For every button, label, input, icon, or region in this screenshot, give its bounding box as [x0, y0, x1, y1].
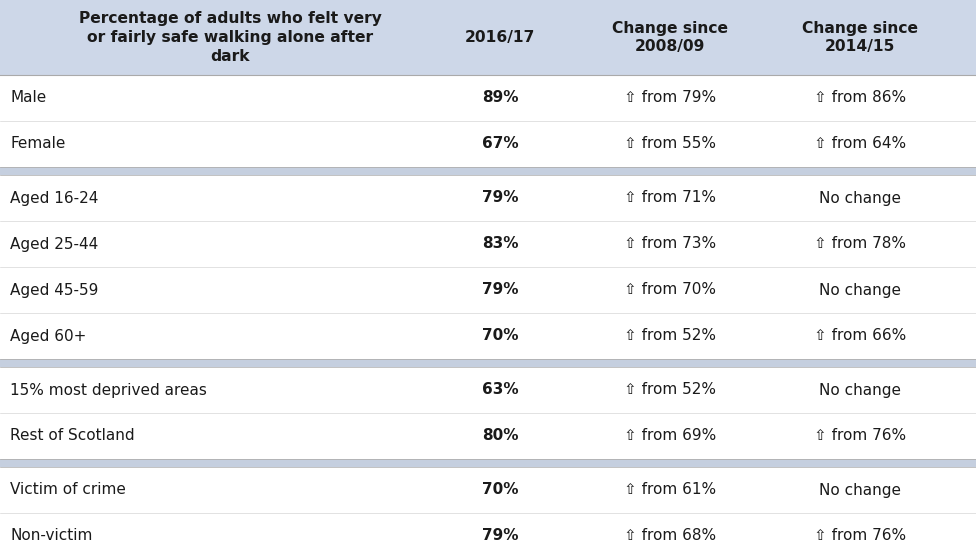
Bar — [0, 221, 976, 267]
Text: ⇧ from 64%: ⇧ from 64% — [814, 137, 906, 152]
Text: 79%: 79% — [482, 529, 518, 544]
Text: 89%: 89% — [482, 91, 518, 105]
Text: 83%: 83% — [482, 237, 518, 251]
Text: Aged 60+: Aged 60+ — [10, 328, 86, 344]
Text: ⇧ from 52%: ⇧ from 52% — [624, 383, 716, 397]
Text: ⇧ from 78%: ⇧ from 78% — [814, 237, 906, 251]
Text: 63%: 63% — [482, 383, 518, 397]
Text: ⇧ from 86%: ⇧ from 86% — [814, 91, 906, 105]
Bar — [0, 513, 976, 549]
Text: ⇧ from 68%: ⇧ from 68% — [624, 529, 716, 544]
Bar — [0, 367, 976, 413]
Text: Non-victim: Non-victim — [10, 529, 93, 544]
Text: 70%: 70% — [482, 328, 518, 344]
Text: No change: No change — [819, 283, 901, 298]
Text: Male: Male — [10, 91, 46, 105]
Text: Percentage of adults who felt very
or fairly safe walking alone after
dark: Percentage of adults who felt very or fa… — [78, 12, 382, 64]
Text: 79%: 79% — [482, 283, 518, 298]
Text: 70%: 70% — [482, 483, 518, 497]
Text: No change: No change — [819, 191, 901, 205]
Text: ⇧ from 73%: ⇧ from 73% — [624, 237, 716, 251]
Text: Aged 45-59: Aged 45-59 — [10, 283, 99, 298]
Text: Victim of crime: Victim of crime — [10, 483, 126, 497]
Text: ⇧ from 55%: ⇧ from 55% — [624, 137, 716, 152]
Bar — [0, 0, 976, 75]
Text: Aged 16-24: Aged 16-24 — [10, 191, 99, 205]
Bar — [0, 467, 976, 513]
Text: Change since
2014/15: Change since 2014/15 — [802, 21, 918, 54]
Text: ⇧ from 52%: ⇧ from 52% — [624, 328, 716, 344]
Text: 2016/17: 2016/17 — [465, 30, 535, 45]
Text: ⇧ from 71%: ⇧ from 71% — [624, 191, 716, 205]
Text: ⇧ from 79%: ⇧ from 79% — [624, 91, 716, 105]
Bar — [0, 459, 976, 467]
Text: 79%: 79% — [482, 191, 518, 205]
Text: Aged 25-44: Aged 25-44 — [10, 237, 99, 251]
Bar — [0, 175, 976, 221]
Text: 80%: 80% — [482, 429, 518, 444]
Bar — [0, 413, 976, 459]
Text: Rest of Scotland: Rest of Scotland — [10, 429, 135, 444]
Bar — [0, 167, 976, 175]
Text: Change since
2008/09: Change since 2008/09 — [612, 21, 728, 54]
Text: ⇧ from 70%: ⇧ from 70% — [624, 283, 716, 298]
Text: No change: No change — [819, 383, 901, 397]
Text: No change: No change — [819, 483, 901, 497]
Text: 15% most deprived areas: 15% most deprived areas — [10, 383, 207, 397]
Text: ⇧ from 76%: ⇧ from 76% — [814, 429, 906, 444]
Text: ⇧ from 76%: ⇧ from 76% — [814, 529, 906, 544]
Text: ⇧ from 66%: ⇧ from 66% — [814, 328, 906, 344]
Text: 67%: 67% — [482, 137, 518, 152]
Bar — [0, 359, 976, 367]
Bar — [0, 75, 976, 121]
Text: Female: Female — [10, 137, 65, 152]
Text: ⇧ from 61%: ⇧ from 61% — [624, 483, 716, 497]
Bar — [0, 313, 976, 359]
Bar — [0, 267, 976, 313]
Bar — [0, 121, 976, 167]
Text: ⇧ from 69%: ⇧ from 69% — [624, 429, 716, 444]
